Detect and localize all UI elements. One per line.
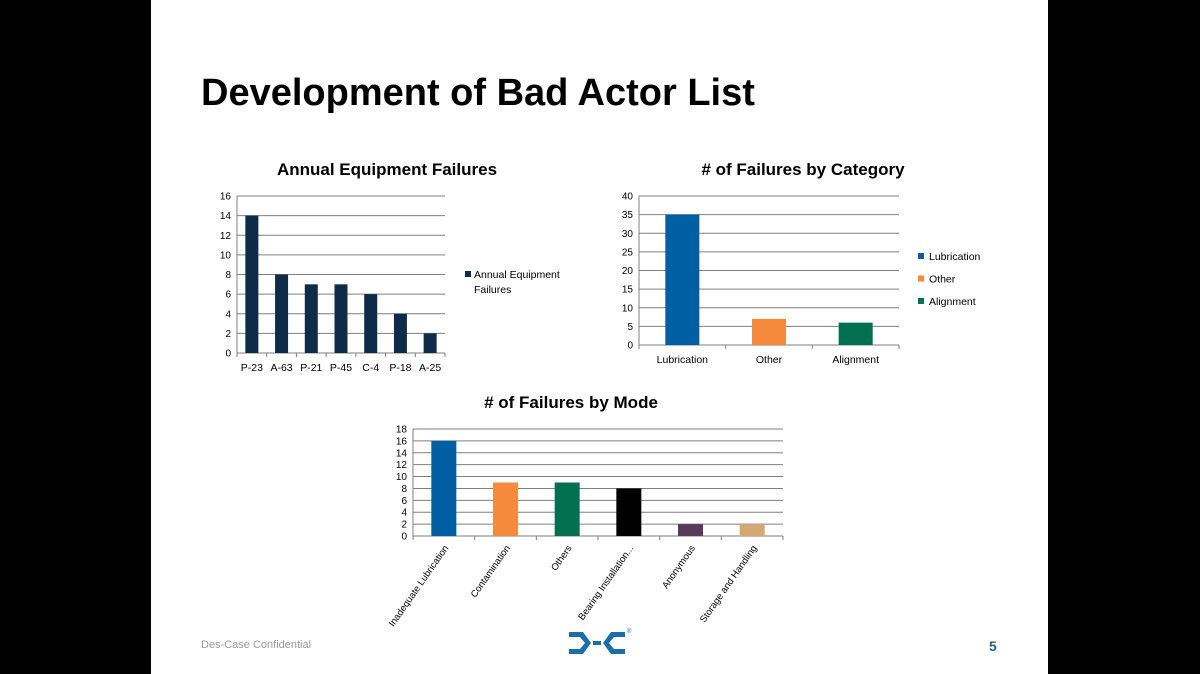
x-tick-label: Inadequate Lubrication xyxy=(387,543,451,628)
footer-confidential-text: Des-Case Confidential xyxy=(201,639,312,651)
y-tick-label: 8 xyxy=(225,270,231,281)
legend-label: Annual Equipment xyxy=(474,269,560,281)
bar xyxy=(493,482,518,536)
y-tick-label: 14 xyxy=(220,211,232,222)
y-tick-label: 12 xyxy=(220,231,232,242)
bar xyxy=(554,482,580,536)
y-tick-label: 8 xyxy=(401,484,407,495)
y-tick-label: 2 xyxy=(401,520,407,531)
y-tick-label: 16 xyxy=(396,436,408,447)
bar xyxy=(245,215,259,353)
y-tick-label: 0 xyxy=(225,349,231,360)
charts-canvas: Annual Equipment Failures0246810121416P-… xyxy=(220,160,981,629)
y-tick-label: 4 xyxy=(225,309,231,320)
legend-swatch xyxy=(918,275,924,282)
bar xyxy=(431,440,457,536)
x-tick-label: P-18 xyxy=(389,362,411,374)
x-tick-label: C-4 xyxy=(362,362,379,374)
y-tick-label: 35 xyxy=(622,210,634,221)
des-case-logo xyxy=(569,632,625,654)
x-tick-label: Other xyxy=(756,354,783,366)
y-tick-label: 5 xyxy=(627,322,633,333)
bar xyxy=(752,318,786,345)
x-tick-label: P-21 xyxy=(300,362,322,374)
bar xyxy=(678,524,703,536)
x-tick-label: Others xyxy=(549,543,575,573)
y-tick-label: 14 xyxy=(396,448,408,459)
legend-swatch xyxy=(918,253,924,259)
y-tick-label: 25 xyxy=(622,247,634,258)
y-tick-label: 20 xyxy=(622,266,634,277)
slide-title: Development of Bad Actor List xyxy=(201,72,755,114)
x-tick-label: Storage and Handling xyxy=(698,543,760,625)
y-tick-label: 12 xyxy=(396,460,408,471)
y-tick-label: 6 xyxy=(225,290,231,301)
x-tick-label: Alignment xyxy=(832,354,879,366)
registered-mark-icon: ® xyxy=(627,629,632,635)
page-number: 5 xyxy=(989,638,997,654)
y-tick-label: 4 xyxy=(401,508,407,519)
bar xyxy=(334,284,348,353)
bar xyxy=(275,274,289,353)
y-tick-label: 15 xyxy=(622,285,634,296)
y-tick-label: 10 xyxy=(396,472,408,483)
bar xyxy=(393,313,407,353)
x-tick-label: P-45 xyxy=(330,362,352,374)
chart-title: # of Failures by Category xyxy=(701,160,905,179)
bar xyxy=(423,333,437,353)
y-tick-label: 10 xyxy=(220,250,232,261)
x-tick-label: Lubrication xyxy=(657,354,709,366)
x-tick-label: Bearing Installation... xyxy=(576,543,636,622)
y-tick-label: 40 xyxy=(622,192,634,203)
y-tick-label: 16 xyxy=(220,192,232,203)
bar xyxy=(838,322,873,345)
bar xyxy=(364,294,378,353)
bar xyxy=(616,488,642,536)
x-tick-label: A-63 xyxy=(270,362,292,374)
legend-label: Failures xyxy=(474,284,511,296)
legend-label: Lubrication xyxy=(929,251,981,263)
x-tick-label: Anonymous xyxy=(660,543,698,591)
slide: Development of Bad Actor List Annual Equ… xyxy=(151,0,1048,674)
y-tick-label: 30 xyxy=(622,229,634,240)
x-tick-label: P-23 xyxy=(241,362,263,374)
legend-label: Alignment xyxy=(929,296,976,308)
y-tick-label: 0 xyxy=(401,532,407,543)
legend-swatch xyxy=(918,298,924,304)
chart-title: # of Failures by Mode xyxy=(484,393,658,412)
chart-title: Annual Equipment Failures xyxy=(277,160,497,179)
y-tick-label: 0 xyxy=(627,341,633,352)
legend-label: Other xyxy=(929,274,956,286)
y-tick-label: 6 xyxy=(401,496,407,507)
y-tick-label: 2 xyxy=(225,329,231,340)
y-tick-label: 18 xyxy=(396,425,408,436)
bar xyxy=(304,284,318,353)
x-tick-label: A-25 xyxy=(419,362,441,374)
y-tick-label: 10 xyxy=(622,303,634,314)
x-tick-label: Contamination xyxy=(469,543,513,599)
bar xyxy=(739,524,765,536)
legend-swatch xyxy=(465,271,471,277)
bar xyxy=(665,214,700,345)
